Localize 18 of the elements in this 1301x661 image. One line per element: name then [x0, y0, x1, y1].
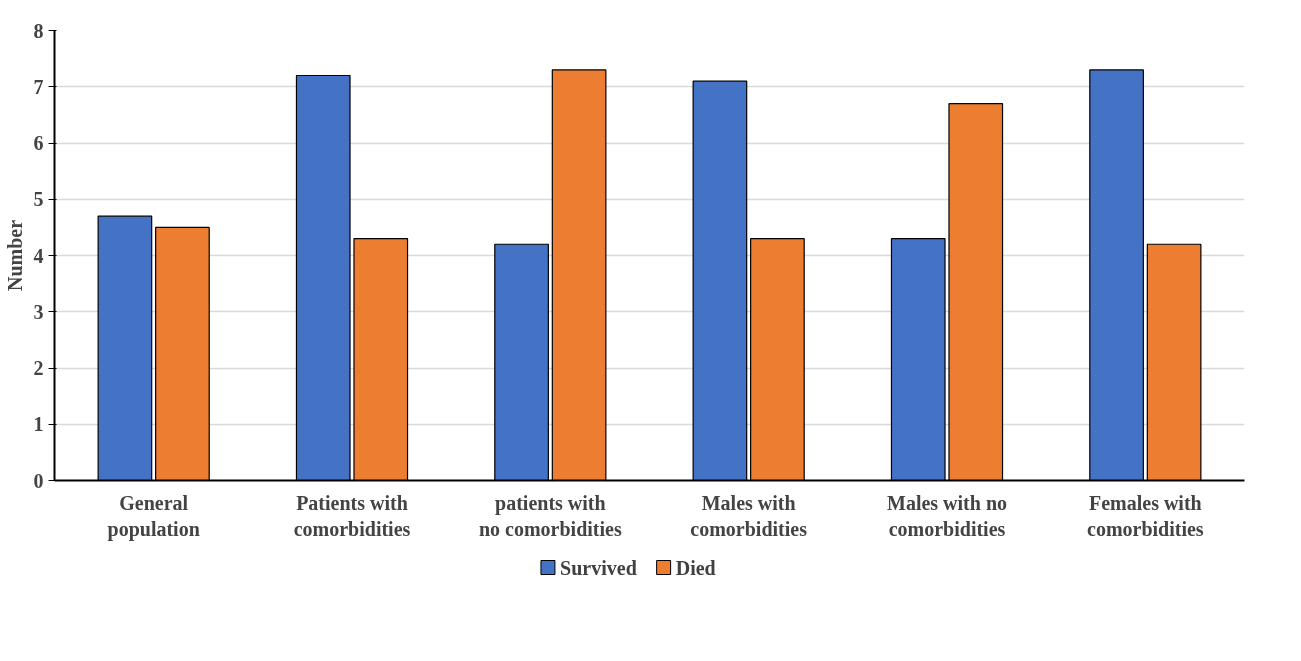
y-tick-label: 5 [33, 188, 44, 211]
y-tick-label: 0 [33, 469, 44, 492]
y-axis-title: Number [3, 219, 26, 292]
legend-label: Died [675, 556, 716, 579]
y-tick-label: 1 [33, 413, 44, 436]
x-tick-label: Males with comorbidities [690, 491, 808, 540]
x-tick-label: Patients with comorbidities [293, 491, 411, 540]
y-tick-label: 6 [33, 132, 44, 154]
x-tick-label: Females with comorbidities [1087, 491, 1204, 540]
y-tick-label: 3 [33, 300, 44, 323]
y-tick-label: 7 [33, 75, 44, 98]
x-tick-label: patients with no comorbidities [478, 491, 622, 540]
x-tick-label: General population [107, 491, 200, 541]
legend-label: Survived [560, 556, 637, 579]
x-tick-label: Males with no comorbidities [887, 491, 1007, 540]
y-tick-label: 4 [33, 244, 44, 267]
y-tick-label: 2 [33, 357, 44, 379]
y-tick-label: 8 [33, 19, 44, 42]
